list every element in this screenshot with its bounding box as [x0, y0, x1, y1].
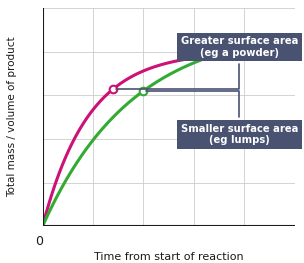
Text: Smaller surface area
(eg lumps): Smaller surface area (eg lumps) [146, 91, 298, 145]
Text: 0: 0 [35, 235, 43, 248]
Text: Greater surface area
(eg a powder): Greater surface area (eg a powder) [116, 36, 298, 89]
Text: Total mass / volume of product: Total mass / volume of product [7, 37, 17, 197]
Text: Time from start of reaction: Time from start of reaction [94, 252, 244, 262]
